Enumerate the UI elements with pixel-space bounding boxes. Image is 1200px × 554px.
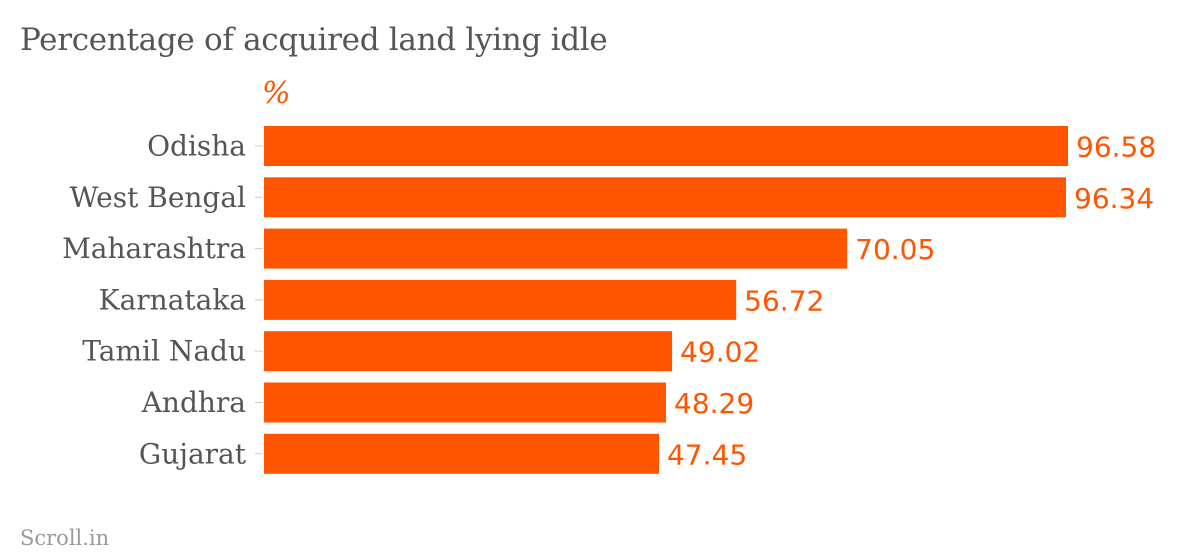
source-credit: Scroll.in xyxy=(20,526,110,550)
category-label: Maharashtra xyxy=(62,232,246,265)
bar xyxy=(264,433,660,474)
category-label: Tamil Nadu xyxy=(82,335,246,368)
value-label: 49.02 xyxy=(680,336,760,369)
value-label: 96.34 xyxy=(1074,182,1154,215)
category-label: Gujarat xyxy=(139,437,247,470)
value-label: 96.58 xyxy=(1076,131,1156,164)
category-label: Odisha xyxy=(147,130,246,163)
category-label: Andhra xyxy=(141,386,246,419)
bar xyxy=(264,228,848,269)
bar xyxy=(264,126,1068,166)
category-label: West Bengal xyxy=(70,181,246,214)
bar xyxy=(264,382,666,423)
category-label: Karnataka xyxy=(99,283,246,316)
value-label: 47.45 xyxy=(667,438,747,471)
bar xyxy=(264,331,673,372)
bar xyxy=(264,177,1067,218)
value-label: 56.72 xyxy=(744,284,824,317)
chart-title: Percentage of acquired land lying idle xyxy=(20,22,608,58)
value-label: 70.05 xyxy=(855,233,935,266)
unit-label: % xyxy=(262,76,291,111)
value-label: 48.29 xyxy=(674,387,754,420)
bar xyxy=(264,279,737,320)
